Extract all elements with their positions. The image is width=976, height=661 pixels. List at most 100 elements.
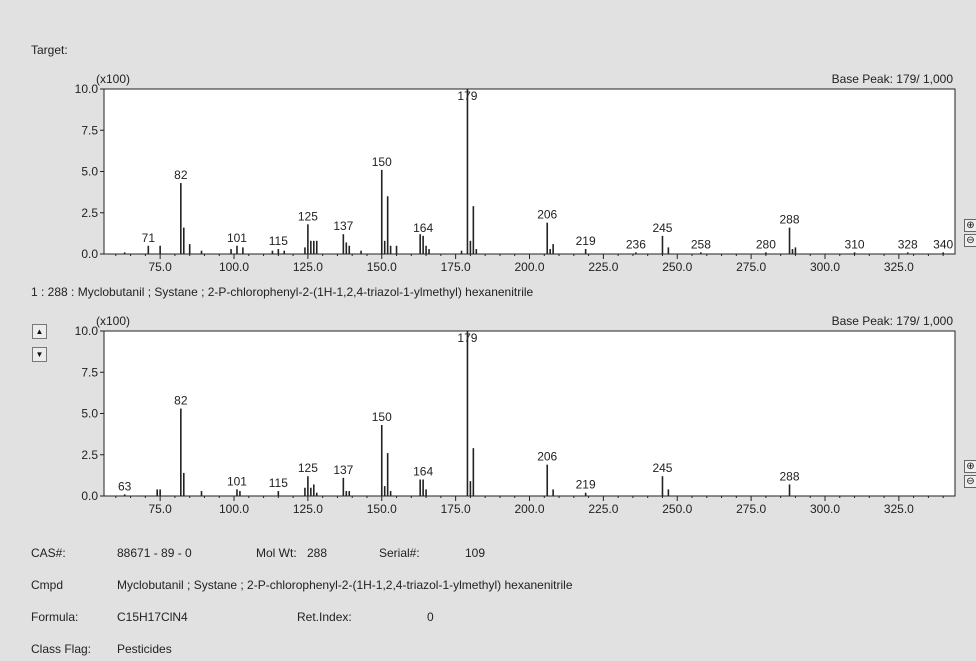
peak-label: 179	[457, 89, 477, 103]
hit-caption: 1 : 288 : Myclobutanil ; Systane ; 2-P-c…	[31, 285, 534, 299]
plot-area	[103, 330, 956, 497]
peak-label: 245	[652, 221, 672, 235]
peak-label: 101	[227, 474, 247, 488]
zoom-in-icon: ⊕	[966, 461, 975, 472]
peak-label: 115	[269, 476, 288, 490]
peak-label: 115	[269, 234, 288, 248]
zoom-in-button-1[interactable]: ⊕	[964, 219, 976, 232]
peak-label: 206	[537, 208, 557, 222]
scroll-up-button[interactable]: ▲	[32, 324, 47, 339]
peak-label: 125	[298, 209, 318, 223]
retindex-label: Ret.Index:	[297, 610, 352, 624]
cas-label: CAS#:	[31, 546, 66, 560]
peak-label: 206	[537, 450, 557, 464]
scroll-down-button[interactable]: ▼	[32, 347, 47, 362]
x-tick-label: 150.0	[367, 502, 397, 516]
peak-label: 219	[576, 478, 596, 492]
x-tick-label: 200.0	[514, 260, 544, 274]
peak-label: 288	[780, 469, 800, 483]
scale-label: (x100)	[96, 72, 130, 86]
peak-label: 280	[756, 237, 776, 251]
peak-label: 340	[933, 237, 953, 251]
formula-label: Formula:	[31, 610, 79, 624]
peak-label: 179	[457, 331, 477, 345]
serial-label: Serial#:	[379, 546, 420, 560]
molwt-label: Mol Wt:	[256, 546, 297, 560]
y-tick-label: 0.0	[81, 247, 98, 261]
peak-label: 219	[576, 234, 596, 248]
peak-label: 101	[227, 231, 247, 245]
peak-label: 164	[413, 221, 433, 235]
peak-label: 328	[898, 237, 918, 251]
triangle-up-icon: ▲	[35, 326, 44, 336]
peak-label: 258	[691, 237, 711, 251]
y-tick-label: 5.0	[81, 165, 98, 179]
y-tick-label: 7.5	[81, 365, 98, 379]
zoom-out-icon: ⊖	[966, 476, 975, 487]
peak-label: 82	[174, 394, 188, 408]
x-tick-label: 75.0	[148, 502, 172, 516]
x-tick-label: 250.0	[662, 260, 692, 274]
y-tick-label: 10.0	[75, 324, 99, 338]
classflag-value: Pesticides	[117, 642, 172, 656]
plot-area	[103, 88, 956, 255]
x-tick-label: 275.0	[736, 502, 766, 516]
x-tick-label: 125.0	[293, 260, 323, 274]
peak-label: 82	[174, 168, 188, 182]
x-tick-label: 300.0	[810, 260, 840, 274]
zoom-out-icon: ⊖	[966, 235, 975, 246]
peak-label: 150	[372, 410, 392, 424]
peak-label: 63	[118, 479, 132, 493]
cmpd-label: Cmpd	[31, 578, 64, 592]
y-tick-label: 0.0	[81, 489, 98, 503]
x-tick-label: 150.0	[367, 260, 397, 274]
x-tick-label: 275.0	[736, 260, 766, 274]
peak-label: 137	[333, 219, 353, 233]
peak-label: 245	[652, 461, 672, 475]
y-tick-label: 5.0	[81, 407, 98, 421]
base-peak-label: Base Peak: 179/ 1,000	[832, 314, 954, 328]
x-tick-label: 200.0	[514, 502, 544, 516]
x-tick-label: 325.0	[884, 502, 914, 516]
y-tick-label: 7.5	[81, 123, 98, 137]
x-tick-label: 75.0	[148, 260, 172, 274]
peak-label: 310	[845, 237, 865, 251]
peak-label: 288	[780, 213, 800, 227]
scale-label: (x100)	[96, 314, 130, 328]
peak-label: 71	[142, 231, 156, 245]
x-tick-label: 325.0	[884, 260, 914, 274]
triangle-down-icon: ▼	[35, 349, 44, 359]
zoom-out-button-1[interactable]: ⊖	[964, 234, 976, 247]
zoom-in-icon: ⊕	[966, 220, 975, 231]
x-tick-label: 225.0	[588, 260, 618, 274]
cmpd-value: Myclobutanil ; Systane ; 2-P-chloropheny…	[117, 578, 573, 592]
library-spectrum-chart: 0.0 2.5 5.0 7.5 10.0 75.0 100.0 125.0 150.0 175.0…	[75, 314, 956, 516]
y-tick-label: 2.5	[81, 206, 98, 220]
x-tick-label: 250.0	[662, 502, 692, 516]
x-tick-label: 300.0	[810, 502, 840, 516]
molwt-value: 288	[307, 546, 328, 560]
y-tick-label: 10.0	[75, 82, 99, 96]
base-peak-label: Base Peak: 179/ 1,000	[832, 72, 954, 86]
y-tick-label: 2.5	[81, 448, 98, 462]
cas-value: 88671 - 89 - 0	[117, 546, 192, 560]
x-tick-label: 175.0	[441, 502, 471, 516]
zoom-out-button-2[interactable]: ⊖	[964, 475, 976, 488]
peak-label: 236	[626, 237, 646, 251]
target-spectrum-chart: 0.0 2.5 5.0 7.5 10.0 75.0 100.0 125.0 150.0 175.0…	[75, 72, 956, 274]
x-tick-label: 125.0	[293, 502, 323, 516]
peak-label: 150	[372, 155, 392, 169]
peak-label: 125	[298, 461, 318, 475]
serial-value: 109	[465, 546, 486, 560]
retindex-value: 0	[427, 610, 434, 624]
x-tick-label: 100.0	[219, 502, 249, 516]
x-tick-label: 225.0	[588, 502, 618, 516]
peak-label: 164	[413, 465, 433, 479]
target-label: Target:	[31, 43, 68, 57]
peak-label: 137	[333, 463, 353, 477]
formula-value: C15H17ClN4	[117, 610, 188, 624]
x-tick-label: 100.0	[219, 260, 249, 274]
classflag-label: Class Flag:	[31, 642, 92, 656]
zoom-in-button-2[interactable]: ⊕	[964, 460, 976, 473]
x-tick-label: 175.0	[441, 260, 471, 274]
